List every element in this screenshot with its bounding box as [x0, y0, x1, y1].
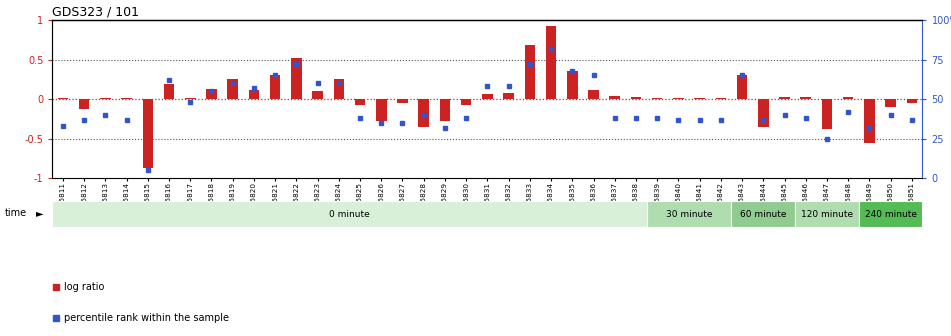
- Text: 120 minute: 120 minute: [801, 210, 853, 219]
- Bar: [795, 201, 859, 227]
- Bar: [418, 99, 429, 127]
- Bar: [758, 99, 768, 127]
- Text: log ratio: log ratio: [64, 282, 105, 292]
- Bar: [906, 99, 917, 103]
- Bar: [52, 201, 647, 227]
- Bar: [801, 97, 811, 99]
- Bar: [859, 201, 922, 227]
- Bar: [291, 58, 301, 99]
- Bar: [164, 84, 174, 99]
- Bar: [610, 96, 620, 99]
- Bar: [885, 99, 896, 107]
- Text: percentile rank within the sample: percentile rank within the sample: [64, 312, 229, 323]
- Bar: [651, 97, 663, 99]
- Bar: [184, 98, 196, 99]
- Bar: [503, 93, 514, 99]
- Bar: [461, 99, 472, 106]
- Bar: [79, 99, 89, 109]
- Bar: [864, 99, 875, 142]
- Bar: [737, 76, 747, 99]
- Bar: [100, 98, 110, 99]
- Bar: [398, 99, 408, 103]
- Bar: [525, 45, 535, 99]
- Bar: [376, 99, 386, 121]
- Bar: [206, 89, 217, 99]
- Bar: [334, 79, 344, 99]
- Text: 60 minute: 60 minute: [740, 210, 786, 219]
- Bar: [567, 72, 577, 99]
- Text: 30 minute: 30 minute: [666, 210, 712, 219]
- Bar: [58, 97, 68, 99]
- Text: time: time: [5, 208, 27, 218]
- Bar: [779, 97, 790, 99]
- Bar: [673, 97, 684, 99]
- Text: ►: ►: [36, 208, 44, 218]
- Text: GDS323 / 101: GDS323 / 101: [52, 6, 139, 19]
- Bar: [248, 90, 260, 99]
- Bar: [822, 99, 832, 129]
- Bar: [631, 97, 641, 99]
- Bar: [270, 76, 281, 99]
- Bar: [143, 99, 153, 168]
- Bar: [227, 79, 238, 99]
- Bar: [312, 91, 323, 99]
- Text: 0 minute: 0 minute: [329, 210, 370, 219]
- Bar: [355, 99, 365, 106]
- Bar: [482, 94, 493, 99]
- Bar: [715, 97, 727, 99]
- Bar: [546, 26, 556, 99]
- Bar: [589, 90, 599, 99]
- Bar: [731, 201, 795, 227]
- Bar: [647, 201, 731, 227]
- Bar: [439, 99, 450, 121]
- Bar: [122, 98, 132, 99]
- Bar: [694, 97, 705, 99]
- Text: 240 minute: 240 minute: [864, 210, 917, 219]
- Bar: [843, 97, 853, 99]
